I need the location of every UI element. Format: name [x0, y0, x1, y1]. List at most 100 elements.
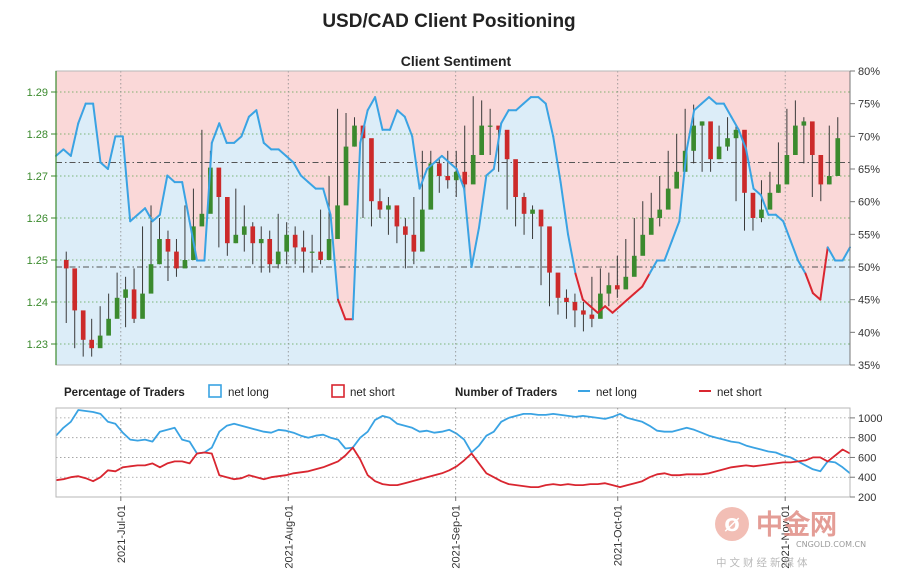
sentiment-line-segment [559, 181, 570, 236]
sentiment-line-segment [351, 141, 362, 321]
sentiment-line-segment [255, 109, 265, 144]
candle-down [318, 251, 323, 260]
candle-up [716, 146, 722, 160]
date-tick-label: 2021-Oct-01 [613, 505, 625, 566]
candle-up [157, 239, 162, 265]
sentiment-line-segment [811, 292, 822, 301]
candle-down [555, 272, 561, 298]
sentiment-line-segment [752, 187, 762, 197]
candle-down [292, 234, 298, 248]
legend: Percentage of Traders net long net short… [64, 384, 763, 399]
candle-down [174, 251, 179, 269]
sentiment-line-segment [77, 102, 87, 125]
sentiment-line-segment [485, 168, 495, 177]
sentiment-line-segment [69, 122, 80, 157]
candle-up [793, 125, 798, 155]
candle-up [453, 171, 459, 181]
candle-down [72, 268, 78, 311]
price-tick-label: 1.25 [27, 255, 48, 267]
sentiment-line-segment [693, 102, 703, 112]
candle-up [530, 209, 535, 214]
candle-up [199, 213, 205, 227]
sentiment-line-segment [99, 161, 109, 170]
sentiment-line-segment [233, 135, 243, 144]
sentiment-line-segment [730, 115, 740, 131]
legend-pct-long-label: net long [228, 387, 269, 399]
sentiment-line-segment [522, 96, 532, 105]
candle-up [699, 121, 705, 126]
sentiment-line-segment [240, 115, 250, 138]
sentiment-line-segment [129, 213, 139, 223]
candle-up [826, 176, 832, 185]
candle-up [284, 234, 290, 252]
candle-up [674, 171, 680, 189]
sentiment-line-segment [618, 298, 629, 308]
sentiment-line-segment [411, 135, 421, 190]
sentiment-line-segment [247, 109, 258, 118]
sentiment-tick-label: 80% [858, 66, 880, 78]
candle-up [148, 264, 154, 294]
candle-up [733, 129, 739, 139]
sentiment-line-segment [418, 168, 429, 190]
candle-up [487, 125, 493, 127]
candle-up [470, 155, 476, 185]
watermark-brand: 中金网 [756, 509, 837, 541]
candle-down [547, 226, 552, 273]
sentiment-line-segment [299, 174, 310, 184]
candle-up [835, 138, 841, 176]
date-tick-label: 2021-Aug-01 [283, 505, 295, 569]
sentiment-line-segment [440, 154, 451, 164]
candle-up [657, 209, 663, 218]
trader-count-panel: 200 400 600 800 1000 [55, 407, 882, 504]
net-long-count-line [55, 409, 851, 474]
sentiment-line-segment [158, 174, 169, 216]
legend-pct-short-swatch [331, 384, 345, 398]
long-region-fill [56, 97, 850, 365]
sentiment-line-segment [396, 109, 406, 118]
svg-text:Ø: Ø [724, 515, 739, 536]
candle-up [123, 289, 128, 298]
watermark-tagline: 中文财经新媒体 [716, 556, 811, 569]
net-short-count-line [55, 446, 851, 488]
sentiment-line-segment [374, 96, 384, 131]
candle-down [216, 167, 222, 197]
candle-down [63, 260, 69, 269]
sentiment-line-segment [670, 220, 681, 242]
candle-down [521, 197, 527, 214]
sentiment-line-segment [626, 292, 636, 301]
price-tick-label: 1.27 [27, 171, 48, 183]
count-tick-label: 600 [858, 452, 876, 464]
candle-up [208, 167, 213, 214]
sentiment-line-segment [262, 141, 273, 151]
sentiment-line-segment [581, 298, 592, 308]
sentiment-line-segment [797, 259, 807, 275]
candle-down [250, 226, 256, 244]
bottom-panel-frame [55, 407, 851, 498]
sentiment-line-segment [663, 239, 673, 262]
sentiment-tick-label: 75% [858, 99, 880, 111]
sentiment-tick-label: 50% [858, 262, 880, 274]
candle-down [564, 297, 569, 302]
legend-pct-long-swatch [208, 384, 222, 398]
candle-down [411, 234, 417, 252]
candle-up [352, 125, 357, 147]
sentiment-line-segment [700, 96, 711, 105]
count-tick-label: 400 [858, 472, 876, 484]
price-tick-label: 1.23 [27, 339, 48, 351]
candle-down [572, 302, 578, 311]
candle-up [258, 239, 264, 244]
candle-down [462, 171, 468, 185]
watermark-logo: Ø 中金网 CNGOLD.COM.CN 中文财经新媒体 [715, 507, 866, 569]
sentiment-line-segment [121, 135, 132, 223]
sentiment-line-segment [433, 154, 443, 164]
sentiment-tick-label: 60% [858, 197, 880, 209]
candle-down [369, 138, 374, 202]
sentiment-line-segment [203, 141, 213, 262]
date-tick-label: 2021-Nov-01 [780, 505, 792, 569]
sentiment-line-segment [336, 298, 347, 321]
sentiment-line-segment [477, 174, 488, 229]
sentiment-line-segment [574, 272, 584, 301]
candle-up [428, 163, 434, 210]
candle-down [708, 121, 713, 160]
